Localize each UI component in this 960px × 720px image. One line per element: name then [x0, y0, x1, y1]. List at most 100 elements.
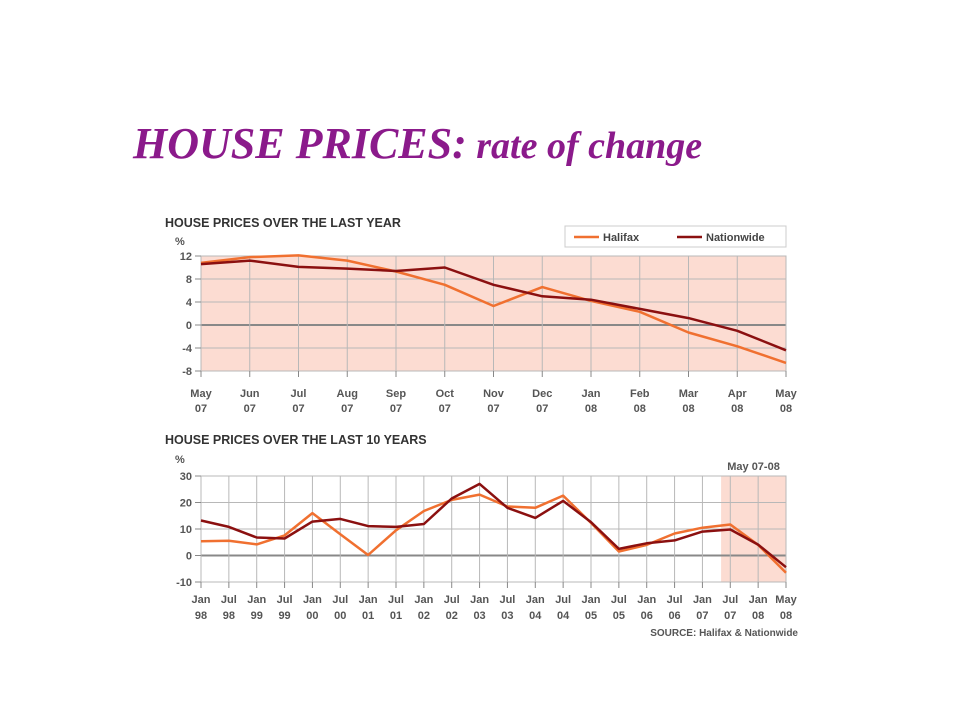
x-tick-label: Jan: [247, 594, 266, 606]
chart1-grid: [200, 255, 787, 372]
x-tick-label: 08: [780, 403, 792, 415]
y-tick-label: -8: [182, 366, 192, 378]
x-tick-label: 98: [195, 610, 207, 622]
x-tick-label: Apr: [728, 388, 748, 400]
chart1-y-axis: 12 8 4 0 -4 -8: [180, 251, 201, 378]
chart2-highlight-label: May 07-08: [727, 461, 780, 473]
series-line-nationwide: [200, 259, 787, 352]
x-tick-label: Jul: [291, 388, 307, 400]
x-tick-label: 02: [446, 610, 458, 622]
x-tick-label: 01: [390, 610, 402, 622]
chart1-series: [200, 254, 787, 365]
x-tick-label: 05: [585, 610, 597, 622]
series-line-halifax: [200, 493, 787, 574]
chart1-legend: Halifax Nationwide: [564, 225, 787, 248]
x-tick-label: Jul: [388, 594, 404, 606]
chart1-x-axis: May 07 Jun 07 Jul 07 Aug 07 Sep 07 Oct 07 Nov 07 Dec 07…: [190, 371, 798, 415]
x-tick-label: Jan: [470, 594, 489, 606]
y-tick-label: 4: [186, 297, 193, 309]
x-tick-label: Jul: [221, 594, 237, 606]
y-tick-label: -10: [176, 577, 192, 589]
y-tick-label: 0: [186, 551, 192, 563]
x-tick-label: Jul: [499, 594, 515, 606]
x-tick-label: 03: [473, 610, 485, 622]
x-tick-label: Jan: [693, 594, 712, 606]
x-tick-label: Jul: [667, 594, 683, 606]
y-tick-label: 12: [180, 251, 192, 263]
x-tick-label: 07: [724, 610, 736, 622]
x-tick-label: 07: [487, 403, 499, 415]
x-tick-label: 08: [752, 610, 764, 622]
x-tick-label: Jan: [582, 594, 601, 606]
x-tick-label: 06: [641, 610, 653, 622]
x-tick-label: May: [775, 388, 797, 400]
chart2-series: [200, 482, 787, 574]
x-tick-label: Jul: [611, 594, 627, 606]
y-tick-label: 20: [180, 498, 192, 510]
x-tick-label: 02: [418, 610, 430, 622]
y-tick-label: 30: [180, 471, 192, 483]
x-tick-label: 06: [668, 610, 680, 622]
x-tick-label: 99: [278, 610, 290, 622]
x-tick-label: Jul: [332, 594, 348, 606]
legend-box: [564, 225, 787, 248]
chart-last-year: HOUSE PRICES OVER THE LAST YEAR % Halifa…: [165, 216, 798, 415]
x-tick-label: 08: [731, 403, 743, 415]
x-tick-label: 04: [557, 610, 570, 622]
y-tick-label: -4: [182, 343, 193, 355]
x-tick-label: 07: [341, 403, 353, 415]
x-tick-label: Jul: [444, 594, 460, 606]
chart2-y-axis: 30 20 10 0 -10: [176, 471, 201, 589]
x-tick-label: 08: [682, 403, 694, 415]
x-tick-label: 07: [195, 403, 207, 415]
x-tick-label: 07: [244, 403, 256, 415]
chart-source: SOURCE: Halifax & Nationwide: [650, 628, 798, 639]
x-tick-label: Jul: [555, 594, 571, 606]
chart-last-10-years: HOUSE PRICES OVER THE LAST 10 YEARS % Ma…: [165, 433, 798, 639]
x-tick-label: 07: [536, 403, 548, 415]
x-tick-label: May: [775, 594, 797, 606]
x-tick-label: Jan: [749, 594, 768, 606]
x-tick-label: Feb: [630, 388, 650, 400]
x-tick-label: 98: [223, 610, 235, 622]
x-tick-label: Jul: [722, 594, 738, 606]
x-tick-label: Jan: [359, 594, 378, 606]
x-tick-label: 07: [292, 403, 304, 415]
x-tick-label: Jan: [303, 594, 322, 606]
x-tick-label: 00: [334, 610, 346, 622]
chart2-ylabel: %: [175, 454, 185, 466]
x-tick-label: 00: [306, 610, 318, 622]
slide-title-sub: rate of change: [466, 125, 703, 167]
y-tick-label: 8: [186, 274, 192, 286]
x-tick-label: Jan: [414, 594, 433, 606]
x-tick-label: Aug: [337, 388, 358, 400]
x-tick-label: 07: [439, 403, 451, 415]
series-line-nationwide: [200, 482, 787, 569]
x-tick-label: Sep: [386, 388, 406, 400]
x-tick-label: 07: [390, 403, 402, 415]
y-tick-label: 10: [180, 524, 192, 536]
x-tick-label: Jun: [240, 388, 260, 400]
chart1-ylabel: %: [175, 236, 185, 248]
x-tick-label: Jan: [637, 594, 656, 606]
x-tick-label: 07: [696, 610, 708, 622]
x-tick-label: 03: [501, 610, 513, 622]
x-tick-label: Dec: [532, 388, 552, 400]
x-tick-label: Mar: [679, 388, 699, 400]
chart2-x-axis: Jan 98 Jul 98 Jan 99 Jul 99 Jan 00 Jul 00 Jan 01 Jul 01…: [192, 582, 798, 622]
x-tick-label: Jan: [582, 388, 601, 400]
x-tick-label: Jan: [192, 594, 211, 606]
legend-halifax-label: Halifax: [603, 232, 640, 244]
x-tick-label: 08: [585, 403, 597, 415]
series-line-halifax: [200, 254, 787, 365]
x-tick-label: 04: [529, 610, 542, 622]
chart1-title: HOUSE PRICES OVER THE LAST YEAR: [165, 216, 401, 230]
x-tick-label: 99: [251, 610, 263, 622]
x-tick-label: 05: [613, 610, 625, 622]
slide-title: HOUSE PRICES: rate of change: [133, 122, 702, 166]
x-tick-label: 08: [634, 403, 646, 415]
x-tick-label: Oct: [436, 388, 455, 400]
chart2-title: HOUSE PRICES OVER THE LAST 10 YEARS: [165, 433, 427, 447]
legend-nationwide-label: Nationwide: [706, 232, 765, 244]
